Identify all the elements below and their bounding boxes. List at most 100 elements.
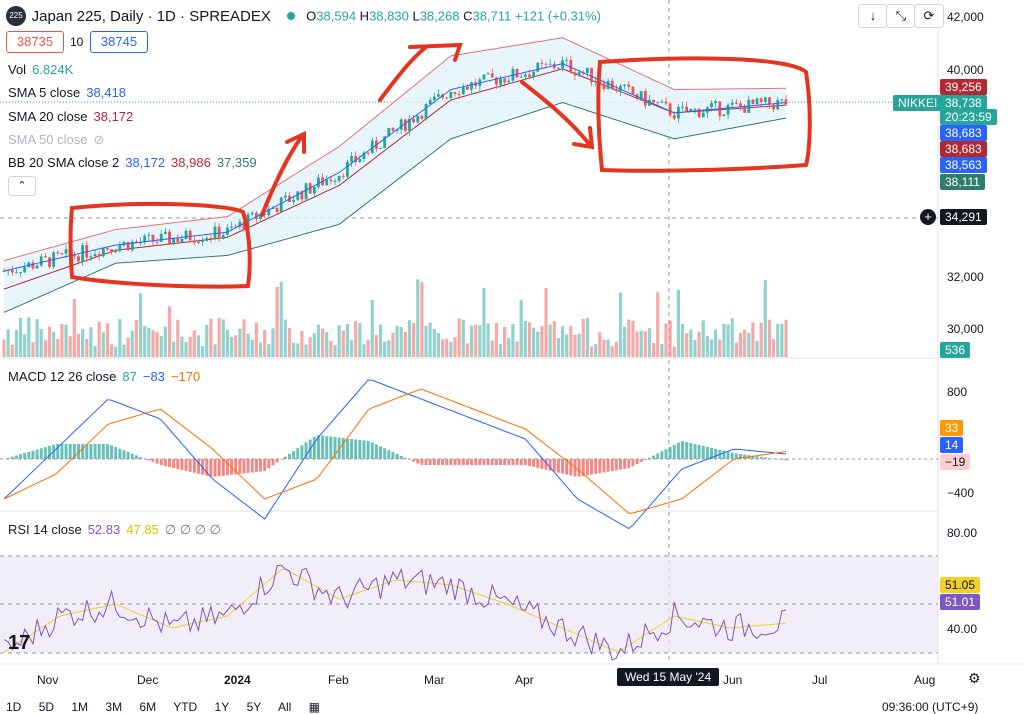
volume-bar (292, 343, 295, 357)
volume-bar (362, 344, 365, 357)
candle-body (685, 107, 688, 112)
vol-label[interactable]: Vol (8, 62, 26, 77)
range-1d[interactable]: 1D (6, 700, 21, 714)
macd-tick-neg400: −400 (947, 486, 974, 500)
range-5y[interactable]: 5Y (247, 700, 262, 714)
candle-body (420, 116, 423, 119)
fullscreen-button[interactable]: ⤡ (886, 4, 916, 28)
volume-bar (437, 333, 440, 357)
macd-hist-bar (251, 459, 254, 472)
bb-upper: 38,986 (171, 155, 211, 170)
ohlc-open: 38,594 (316, 9, 356, 24)
macd-signal-value: −170 (171, 369, 200, 384)
range-6m[interactable]: 6M (139, 700, 156, 714)
candle-body (292, 200, 295, 202)
macd-hist-bar (520, 459, 523, 465)
scroll-down-button[interactable]: ↓ (858, 4, 888, 28)
macd-hist-bar (383, 448, 386, 459)
candle-body (710, 103, 713, 107)
macd-hist-bar (611, 459, 614, 471)
volume-bar (503, 327, 506, 357)
volume-bar (172, 341, 175, 357)
volume-bar (416, 279, 419, 357)
macd-hist-bar (474, 459, 477, 465)
candle-body (516, 69, 519, 77)
macd-hist-bar (557, 459, 560, 473)
macd-hist-bar (110, 445, 113, 459)
macd-hist-bar (569, 459, 572, 475)
volume-bar (611, 346, 614, 357)
chart-settings-icon[interactable]: ⚙ (968, 670, 981, 687)
macd-hist-bar (27, 452, 30, 459)
clock-display[interactable]: 09:36:00 (UTC+9) (882, 700, 978, 714)
calendar-icon[interactable]: ▦ (309, 700, 320, 714)
volume-bar (375, 335, 378, 357)
range-ytd[interactable]: YTD (173, 700, 197, 714)
macd-hist-bar (214, 459, 217, 477)
macd-hist-bar (586, 459, 589, 475)
volume-bar (689, 330, 692, 357)
candle-body (185, 231, 188, 239)
rsi-line-label: 51.01 (940, 594, 980, 610)
candle-body (350, 156, 353, 162)
range-3m[interactable]: 3M (105, 700, 122, 714)
volume-bar (64, 325, 67, 357)
range-5d[interactable]: 5D (39, 700, 54, 714)
sma20-label[interactable]: SMA 20 close (8, 109, 88, 124)
candle-body (632, 87, 635, 94)
macd-hist-bar (69, 444, 72, 459)
crosshair-add-icon[interactable]: + (920, 209, 936, 225)
candle-body (429, 100, 432, 104)
volume-bar (56, 339, 59, 357)
macd-hist-bar (180, 459, 183, 470)
snapshot-button[interactable]: ⟳ (914, 4, 944, 28)
volume-bar (263, 330, 266, 357)
bid-box[interactable]: 38735 (6, 31, 64, 53)
macd-hist-bar (636, 459, 639, 464)
candle-body (392, 128, 395, 131)
volume-bar (714, 330, 717, 357)
volume-bar (486, 323, 489, 357)
candle-body (168, 232, 171, 244)
volume-bar (619, 293, 622, 357)
sma5-label[interactable]: SMA 5 close (8, 85, 80, 100)
candle-body (532, 72, 535, 77)
bb-label[interactable]: BB 20 SMA close 2 (8, 155, 119, 170)
candle-body (77, 256, 80, 261)
rsi-label[interactable]: RSI 14 close (8, 522, 82, 537)
volume-bar (73, 299, 76, 357)
collapse-legend-button[interactable]: ⌃ (8, 176, 36, 196)
volume-bar (23, 334, 26, 357)
macd-hist-bar (127, 452, 130, 459)
eye-hidden-icon[interactable]: ⊘ (94, 132, 105, 147)
volume-bar (681, 324, 684, 357)
symbol-title[interactable]: Japan 225, Daily · 1D · SPREADEX (32, 8, 271, 25)
candle-body (379, 148, 382, 149)
macd-label[interactable]: MACD 12 26 close (8, 369, 116, 384)
symbol-price-tag: NIKKEI (893, 95, 942, 111)
candle-body (313, 187, 316, 193)
volume-bar (685, 333, 688, 357)
range-1y[interactable]: 1Y (215, 700, 230, 714)
macd-hist-bar (507, 459, 510, 465)
volume-bar (549, 324, 552, 357)
candle-body (656, 102, 659, 103)
range-1m[interactable]: 1M (71, 700, 88, 714)
range-all[interactable]: All (278, 700, 291, 714)
macd-hist-bar (209, 459, 212, 477)
candle-body (520, 77, 523, 78)
ask-box[interactable]: 38745 (90, 31, 148, 53)
volume-bar (106, 323, 109, 357)
sma5-price-label: 38,683 (940, 125, 987, 141)
macd-hist-bar (420, 459, 423, 465)
candle-body (665, 102, 668, 104)
sma50-label[interactable]: SMA 50 close (8, 132, 88, 147)
candle-body (65, 249, 68, 253)
candle-body (756, 98, 759, 104)
candle-body (44, 256, 47, 257)
volume-bar (594, 344, 597, 357)
candle-body (681, 107, 684, 108)
volume-bar (7, 329, 10, 357)
volume-bar (590, 346, 593, 357)
